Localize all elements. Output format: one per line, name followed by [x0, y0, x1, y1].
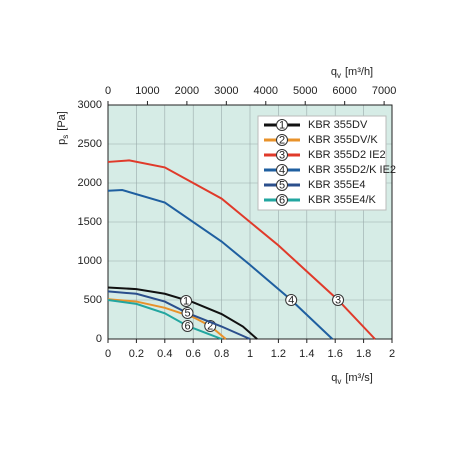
x-tick-label: 1.8 — [356, 348, 371, 360]
curve-marker — [181, 307, 194, 320]
x-tick-label: 1 — [247, 348, 253, 360]
legend-marker-label: 6 — [279, 194, 285, 206]
x-tick-label: 1.4 — [299, 348, 314, 360]
legend-marker-label: 4 — [279, 164, 285, 176]
axis-subscript: v — [337, 377, 341, 386]
x-tick-label: 1.2 — [271, 348, 286, 360]
x2-tick-label: 1000 — [135, 85, 159, 97]
curve-marker — [181, 319, 194, 332]
legend-label: KBR 355DV — [308, 119, 368, 131]
axis-symbol: q — [331, 66, 337, 78]
legend-marker-label: 5 — [279, 179, 285, 191]
axis-subscript: v — [337, 71, 341, 80]
curve — [107, 299, 222, 340]
x-tick-label: 0.6 — [186, 348, 201, 360]
legend-label: KBR 355E4 — [308, 179, 365, 191]
axis-label: ps [Pa] — [56, 111, 70, 145]
x2-tick-label: 2000 — [175, 85, 199, 97]
x2-tick-label: 7000 — [372, 85, 396, 97]
y-tick-label: 2000 — [78, 177, 102, 189]
legend-label: KBR 355D2/K IE2 — [308, 164, 396, 176]
y-tick-label: 1500 — [78, 216, 102, 228]
curve-marker-label: 4 — [288, 294, 294, 306]
x2-tick-label: 0 — [105, 85, 111, 97]
axis-label: qv [m³/s] — [331, 372, 373, 386]
axis-subscript: s — [61, 135, 70, 139]
y-tick-label: 0 — [96, 333, 102, 345]
curve-marker-label: 3 — [335, 294, 341, 306]
curve-marker-label: 6 — [184, 320, 190, 332]
x2-tick-label: 4000 — [254, 85, 278, 97]
x-tick-label: 1.6 — [328, 348, 343, 360]
x-tick-label: 0.4 — [157, 348, 172, 360]
axis-label: qv [m³/h] — [331, 66, 373, 80]
curve-marker — [285, 294, 298, 306]
legend-marker — [276, 164, 288, 176]
curve-marker-label: 2 — [207, 320, 213, 332]
axis-unit: [m³/h] — [345, 66, 373, 78]
legend-label: KBR 355DV/K — [308, 134, 378, 146]
x-tick-label: 0 — [105, 348, 111, 360]
y-tick-label: 2500 — [78, 138, 102, 150]
y-tick-label: 3000 — [78, 99, 102, 111]
axis-symbol: q — [331, 372, 337, 384]
legend-marker-label: 3 — [279, 149, 285, 161]
x-tick-label: 2 — [389, 348, 395, 360]
legend-label: KBR 355D2 IE2 — [308, 149, 386, 161]
x2-tick-label: 3000 — [214, 85, 238, 97]
x-tick-label: 0.8 — [214, 348, 229, 360]
curve-marker — [332, 294, 345, 306]
axis-symbol: p — [56, 139, 68, 145]
x2-tick-label: 5000 — [293, 85, 317, 97]
legend-marker — [276, 149, 288, 161]
legend-label: KBR 355E4/K — [308, 194, 377, 206]
legend-marker — [276, 194, 288, 206]
curve-marker — [180, 295, 193, 308]
legend-marker-label: 2 — [279, 134, 285, 146]
legend-marker — [276, 119, 288, 131]
legend-marker — [276, 134, 288, 146]
y-tick-label: 500 — [84, 294, 102, 306]
curve — [107, 286, 258, 340]
x-tick-label: 0.2 — [129, 348, 144, 360]
legend-marker — [276, 179, 288, 191]
x2-tick-label: 6000 — [332, 85, 356, 97]
curve-marker-label: 1 — [183, 295, 189, 307]
curve-marker-label: 5 — [184, 307, 190, 319]
legend-marker-label: 1 — [279, 119, 285, 131]
legend-box — [257, 115, 387, 211]
curve — [107, 290, 251, 340]
y-tick-label: 1000 — [78, 255, 102, 267]
axis-unit: [m³/s] — [345, 372, 373, 384]
axis-unit: [Pa] — [56, 111, 68, 131]
